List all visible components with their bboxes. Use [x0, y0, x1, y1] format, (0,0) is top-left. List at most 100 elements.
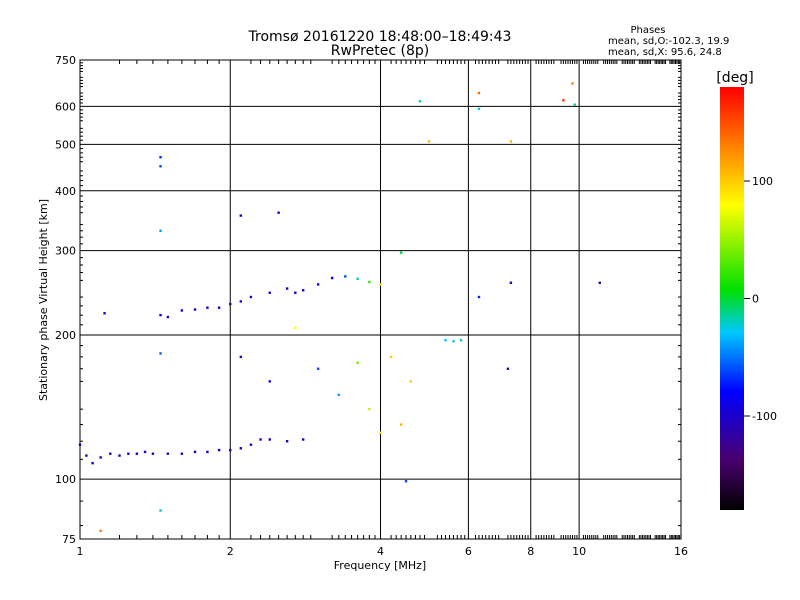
- echo-point: [118, 454, 121, 457]
- echo-point: [285, 287, 289, 290]
- echo-point: [78, 443, 82, 446]
- echo-point: [459, 339, 463, 342]
- x-tick-label: 10: [572, 545, 586, 558]
- y-tick-label: 200: [55, 329, 76, 342]
- x-tick-label: 6: [465, 545, 472, 558]
- echo-point: [316, 367, 320, 370]
- echo-point: [330, 276, 334, 280]
- colorbar: [720, 87, 744, 510]
- echo-point: [159, 229, 162, 232]
- echo-point: [151, 452, 155, 455]
- echo-point: [99, 529, 102, 533]
- echo-point: [285, 440, 289, 443]
- echo-point: [399, 251, 403, 254]
- echo-point: [571, 82, 574, 85]
- echo-point: [206, 450, 209, 454]
- echo-point: [268, 291, 271, 294]
- echo-point: [109, 452, 112, 455]
- x-tick-label: 8: [527, 545, 534, 558]
- echo-point: [180, 452, 184, 455]
- y-tick-label: 600: [55, 100, 76, 113]
- plot-area: 1 2 4 6 8 10 16 75 100 200 300 400 500 600 750: [55, 54, 688, 558]
- echo-point: [379, 283, 382, 286]
- echo-point: [562, 99, 565, 102]
- echo-point: [294, 326, 297, 330]
- echo-point: [301, 289, 305, 292]
- echo-point: [143, 450, 147, 454]
- echo-point: [85, 454, 88, 457]
- echo-point: [368, 280, 371, 284]
- echo-point: [159, 509, 162, 512]
- echo-point: [166, 452, 170, 455]
- echo-point: [294, 291, 297, 294]
- echo-point: [344, 275, 347, 278]
- echo-point: [379, 431, 382, 434]
- echo-point: [598, 281, 601, 284]
- echo-point: [356, 361, 359, 364]
- echo-point: [229, 302, 232, 306]
- echo-point: [249, 295, 253, 299]
- colorbar-tick-label: -100: [752, 410, 777, 423]
- echo-point: [409, 380, 412, 383]
- echo-point: [404, 480, 408, 483]
- echo-point: [193, 308, 197, 311]
- echo-point: [316, 283, 320, 286]
- x-tick-label: 2: [227, 545, 234, 558]
- x-tick-label: 4: [377, 545, 384, 558]
- echo-point: [506, 367, 510, 370]
- echo-point: [239, 355, 243, 359]
- x-axis-label: Frequency [MHz]: [334, 559, 426, 572]
- echo-point: [356, 277, 359, 280]
- echo-point: [91, 461, 94, 465]
- echo-point: [368, 407, 371, 411]
- echo-point: [159, 165, 162, 168]
- echo-point: [427, 140, 431, 143]
- echo-point: [452, 340, 455, 343]
- echo-point: [127, 452, 130, 455]
- echo-point: [444, 339, 447, 342]
- echo-point: [229, 448, 232, 452]
- colorbar-ticks: 100 0 -100: [744, 175, 777, 423]
- echo-point: [259, 438, 262, 441]
- echo-point: [268, 438, 271, 441]
- echo-point: [103, 312, 106, 315]
- stats-heading: Phases: [630, 25, 665, 36]
- echo-point: [159, 352, 162, 355]
- stats-o-line: mean, sd,O:-102.3, 19.9: [608, 36, 729, 47]
- echo-point: [268, 380, 271, 383]
- colorbar-label: [deg]: [716, 70, 753, 86]
- echo-point: [399, 423, 403, 426]
- echo-point: [509, 281, 513, 284]
- echo-point: [239, 447, 243, 450]
- chart-title: Tromsø 20161220 18:48:00–18:49:43: [248, 29, 512, 45]
- chart-subtitle: RwPretec (8p): [331, 43, 429, 59]
- echo-point: [418, 100, 422, 103]
- echo-point: [239, 300, 243, 303]
- y-tick-label: 75: [62, 533, 76, 546]
- echo-point: [477, 295, 481, 299]
- echo-point: [99, 456, 102, 459]
- echo-point: [217, 448, 221, 452]
- echo-point: [301, 438, 305, 441]
- echo-point: [477, 107, 481, 111]
- y-tick-label: 300: [55, 245, 76, 258]
- echo-point: [217, 306, 221, 309]
- y-tick-label: 400: [55, 185, 76, 198]
- echo-point: [509, 140, 513, 143]
- echo-point: [573, 103, 576, 106]
- echo-point: [477, 91, 481, 95]
- echo-point: [159, 156, 162, 159]
- echo-point: [206, 306, 209, 309]
- echo-point: [389, 355, 393, 359]
- x-tick-label: 16: [674, 545, 688, 558]
- colorbar-tick-label: 0: [752, 293, 759, 306]
- echo-point: [277, 211, 280, 214]
- echo-point: [135, 452, 139, 455]
- echo-point: [337, 393, 341, 397]
- y-axis-label: Stationary phase Virtual Height [km]: [37, 199, 50, 401]
- echo-point: [239, 214, 243, 217]
- echo-point: [166, 315, 170, 319]
- y-tick-label: 100: [55, 473, 76, 486]
- stats-x-line: mean, sd,X: 95.6, 24.8: [608, 47, 722, 58]
